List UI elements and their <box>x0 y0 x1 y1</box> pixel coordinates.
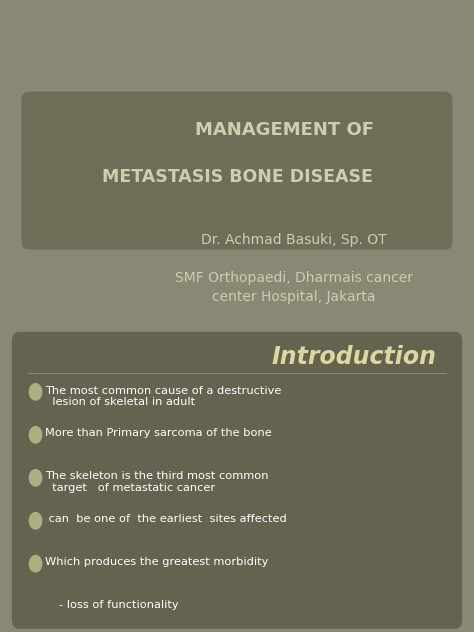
Circle shape <box>29 513 42 529</box>
Text: METASTASIS BONE DISEASE: METASTASIS BONE DISEASE <box>101 168 373 186</box>
Text: More than Primary sarcoma of the bone: More than Primary sarcoma of the bone <box>45 428 272 439</box>
Text: Which produces the greatest morbidity: Which produces the greatest morbidity <box>45 557 268 568</box>
FancyBboxPatch shape <box>21 92 453 250</box>
FancyBboxPatch shape <box>12 332 462 629</box>
Text: The skeleton is the third most common
  target   of metastatic cancer: The skeleton is the third most common ta… <box>45 471 269 493</box>
Circle shape <box>29 470 42 486</box>
Circle shape <box>29 427 42 443</box>
Text: - loss of functionality: - loss of functionality <box>59 600 179 611</box>
Circle shape <box>29 556 42 572</box>
Circle shape <box>29 384 42 400</box>
Text: SMF Orthopaedi, Dharmais cancer
center Hospital, Jakarta: SMF Orthopaedi, Dharmais cancer center H… <box>175 271 413 304</box>
Text: Introduction: Introduction <box>271 345 436 369</box>
Text: can  be one of  the earliest  sites affected: can be one of the earliest sites affecte… <box>45 514 287 525</box>
Text: The most common cause of a destructive
  lesion of skeletal in adult: The most common cause of a destructive l… <box>45 386 282 407</box>
Text: MANAGEMENT OF: MANAGEMENT OF <box>195 121 374 138</box>
Text: Dr. Achmad Basuki, Sp. OT: Dr. Achmad Basuki, Sp. OT <box>201 233 387 247</box>
